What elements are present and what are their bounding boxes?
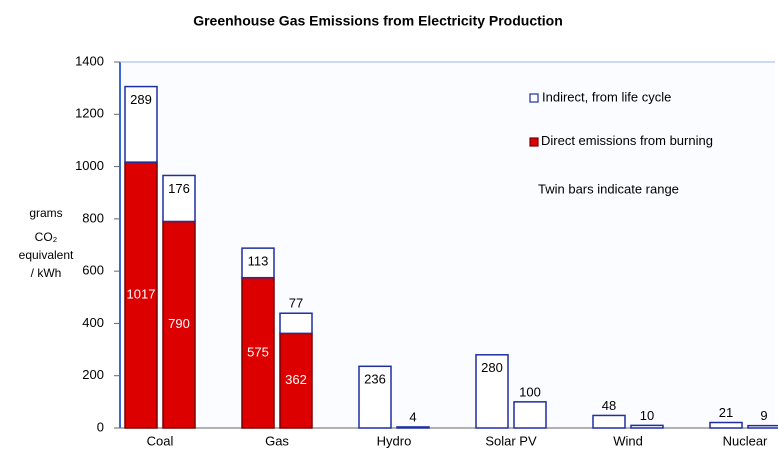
data-label: 77 xyxy=(289,296,303,311)
data-label: 21 xyxy=(719,405,733,420)
bar-segment xyxy=(279,312,313,335)
y-axis-label: equivalent xyxy=(19,248,74,262)
y-tick-label: 1400 xyxy=(75,53,104,68)
data-label: 1017 xyxy=(127,287,156,302)
bar-segment xyxy=(475,354,509,429)
legend-label: Indirect, from life cycle xyxy=(542,89,671,104)
y-tick-label: 1200 xyxy=(75,106,104,121)
bar-segment xyxy=(396,426,430,429)
plot-area xyxy=(120,62,775,428)
y-tick-label: 1000 xyxy=(75,158,104,173)
y-tick-label: 400 xyxy=(82,315,104,330)
data-label: 176 xyxy=(168,181,190,196)
bar-segment xyxy=(709,421,743,429)
legend-label-box: Direct emissions from burning xyxy=(541,133,713,148)
data-label: 289 xyxy=(130,92,152,107)
data-label: 9 xyxy=(760,408,767,423)
y-tick-label: 0 xyxy=(97,419,104,434)
data-label: 100 xyxy=(519,384,541,399)
data-label: 236 xyxy=(364,372,386,387)
legend-swatch xyxy=(529,93,539,103)
bar-segment xyxy=(592,414,626,429)
legend-label: Direct emissions from burning xyxy=(541,133,713,148)
data-label: 113 xyxy=(248,254,269,269)
y-axis-label: CO₂ xyxy=(35,230,58,244)
y-tick-label: 200 xyxy=(82,367,104,382)
data-label: 575 xyxy=(247,344,269,359)
data-label: 10 xyxy=(640,408,654,423)
x-tick-label: Wind xyxy=(613,433,643,448)
y-axis-label: grams xyxy=(29,206,62,220)
bar-segment xyxy=(162,220,196,429)
y-tick-label: 800 xyxy=(82,210,104,225)
annotation: Twin bars indicate range xyxy=(538,181,679,196)
data-label: 48 xyxy=(602,398,616,413)
bar-segment xyxy=(279,332,313,429)
bar-segment xyxy=(747,424,778,429)
bar-segment xyxy=(358,365,392,429)
x-tick-label: Gas xyxy=(265,433,289,448)
x-tick-label: Hydro xyxy=(377,433,412,448)
bar-segment xyxy=(513,401,547,429)
x-tick-label: Coal xyxy=(147,433,174,448)
legend-swatch xyxy=(529,137,539,147)
data-label: 790 xyxy=(168,316,190,331)
x-tick-label: Solar PV xyxy=(485,433,537,448)
data-label: 4 xyxy=(409,409,416,424)
bar-segment xyxy=(630,424,664,429)
x-tick-label: Nuclear xyxy=(723,433,768,448)
data-label: 280 xyxy=(481,360,503,375)
bar-segment xyxy=(124,85,158,163)
chart-title: Greenhouse Gas Emissions from Electricit… xyxy=(193,13,563,29)
y-axis-label: / kWh xyxy=(31,266,62,280)
bar-segment xyxy=(241,276,275,429)
bar-segment xyxy=(162,174,196,223)
y-tick-label: 600 xyxy=(82,263,104,278)
data-label: 362 xyxy=(285,372,307,387)
bar-segment xyxy=(241,247,275,279)
bar-segment xyxy=(124,161,158,429)
